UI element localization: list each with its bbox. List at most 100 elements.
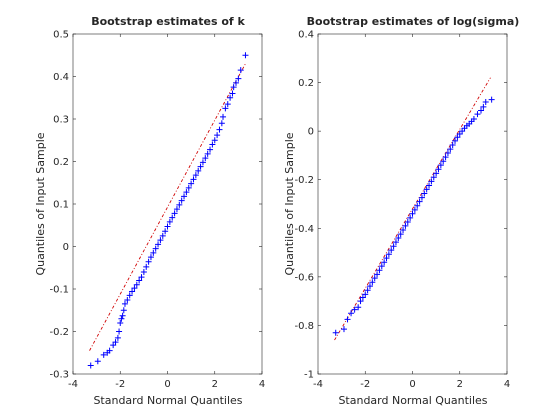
data-point	[480, 103, 487, 110]
data-point	[332, 329, 339, 336]
data-point	[437, 162, 444, 169]
data-point	[235, 75, 242, 82]
data-point	[207, 146, 214, 153]
data-point	[162, 228, 169, 235]
x-tick-label: 0	[164, 379, 170, 390]
data-point	[199, 159, 206, 166]
data-point	[133, 281, 140, 288]
reference-line-log-sigma	[334, 77, 491, 341]
data-point	[423, 186, 430, 193]
data-point	[454, 134, 461, 141]
data-point	[155, 241, 162, 248]
data-point	[395, 235, 402, 241]
data-point	[145, 258, 152, 265]
plot-area-log-sigma	[317, 33, 508, 375]
x-tick-label: -2	[360, 379, 370, 390]
x-axis-label-k: Standard Normal Quantiles	[93, 394, 242, 407]
data-point	[192, 172, 199, 179]
chart-title-k: Bootstrap estimates of k	[91, 15, 245, 28]
y-tick-label: 0	[308, 127, 314, 138]
data-point	[383, 255, 390, 262]
data-point	[152, 245, 159, 252]
x-tick-label: 2	[212, 379, 218, 390]
y-tick-label: 0.3	[53, 115, 69, 126]
data-point	[411, 206, 418, 213]
y-tick-label: -0.2	[49, 327, 69, 338]
data-point	[482, 99, 489, 105]
data-point	[388, 247, 395, 254]
data-point	[214, 132, 221, 139]
data-point	[237, 67, 244, 74]
data-point	[385, 251, 392, 258]
y-ticks-k: -0.3 -0.2 -0.1 0 0.1 0.2 0.3 0.4 0.5	[49, 30, 262, 381]
y-tick-label: -0.6	[294, 272, 314, 283]
plot-area-k	[72, 33, 263, 375]
x-tick-label: 0	[409, 379, 415, 390]
x-tick-label: -2	[115, 379, 125, 390]
data-point	[369, 279, 376, 286]
data-point	[426, 182, 433, 189]
data-point	[164, 223, 171, 230]
data-point	[227, 94, 234, 101]
data-point	[173, 206, 180, 213]
data-point	[114, 334, 121, 341]
data-point	[366, 283, 373, 290]
data-point	[126, 292, 133, 299]
x-tick-label: 4	[259, 379, 265, 390]
data-point	[449, 141, 456, 148]
data-point	[470, 116, 477, 122]
x-tick-label: 2	[457, 379, 463, 390]
data-point	[121, 300, 128, 307]
data-point	[407, 214, 414, 221]
data-point	[222, 105, 229, 112]
qq-plot-log-sigma: Bootstrap estimates of log(sigma) -4 -2 0 2…	[283, 15, 519, 407]
data-point	[340, 326, 347, 333]
data-point	[183, 189, 190, 196]
data-point	[348, 310, 355, 317]
data-point	[447, 146, 454, 153]
data-point	[428, 178, 435, 185]
data-point	[397, 231, 404, 238]
y-axis-label-k: Quantiles of Input Sample	[34, 132, 47, 275]
data-point	[87, 362, 94, 369]
data-point	[435, 166, 442, 173]
data-point	[112, 339, 119, 346]
data-point	[124, 297, 131, 304]
data-point	[129, 288, 136, 295]
y-tick-label: -0.1	[49, 285, 69, 296]
data-point	[452, 137, 459, 144]
y-tick-label: 0.5	[53, 30, 69, 41]
data-point	[188, 180, 195, 187]
x-tick-label: -4	[68, 379, 78, 390]
data-point	[94, 358, 101, 365]
y-tick-label: -0.8	[294, 321, 314, 332]
x-tick-label: 4	[504, 379, 510, 390]
data-point	[185, 184, 192, 191]
data-point	[409, 210, 416, 217]
data-point	[159, 232, 166, 239]
y-tick-label: -0.2	[294, 175, 314, 186]
data-point	[140, 269, 147, 275]
data-point	[136, 277, 143, 284]
data-point	[178, 197, 185, 204]
data-point	[433, 170, 440, 177]
data-point	[119, 312, 126, 319]
data-point	[202, 155, 209, 162]
data-point	[390, 243, 397, 250]
data-point	[220, 113, 227, 120]
data-point	[143, 263, 150, 270]
y-axis-label-log-sigma: Quantiles of Input Sample	[283, 132, 296, 275]
data-point	[230, 84, 237, 91]
data-point	[357, 298, 364, 305]
y-tick-label: -1	[304, 370, 314, 381]
data-point	[131, 285, 138, 292]
data-point	[195, 167, 202, 174]
data-point	[488, 96, 495, 103]
data-point	[157, 237, 164, 244]
data-point	[117, 320, 124, 326]
data-point	[364, 287, 371, 294]
data-point	[218, 120, 225, 127]
x-axis-label-log-sigma: Standard Normal Quantiles	[338, 394, 487, 407]
data-point	[404, 218, 411, 225]
data-point	[209, 141, 216, 148]
